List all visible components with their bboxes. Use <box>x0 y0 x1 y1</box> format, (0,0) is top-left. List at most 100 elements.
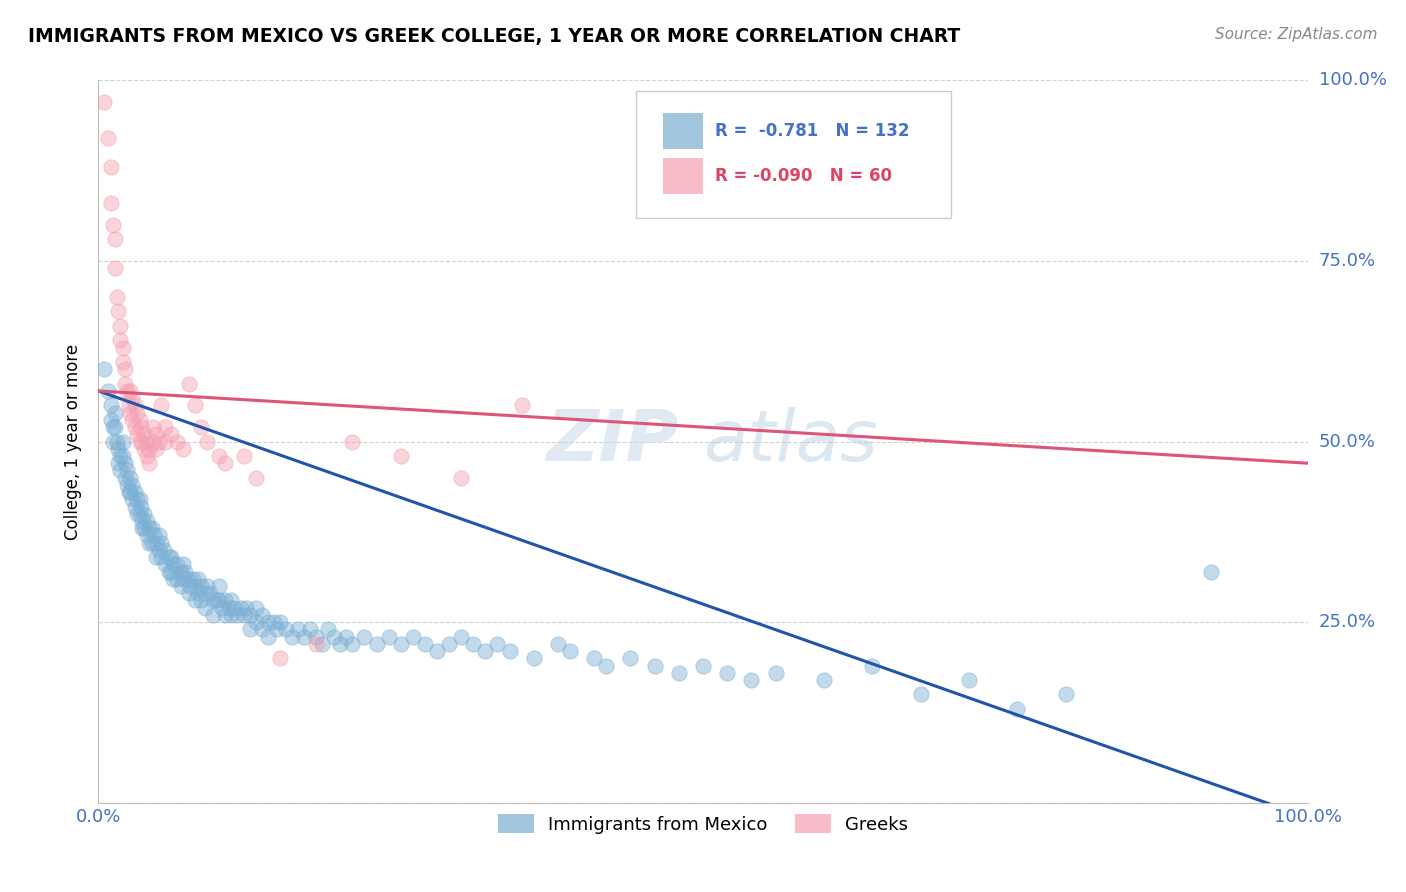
Point <box>108 318 131 333</box>
Point <box>111 341 134 355</box>
Point <box>134 442 156 456</box>
Point <box>498 644 520 658</box>
Point <box>402 630 425 644</box>
Point <box>148 528 170 542</box>
Point <box>145 427 167 442</box>
Point <box>463 637 485 651</box>
Point <box>316 623 339 637</box>
Point <box>194 586 217 600</box>
Point <box>124 398 146 412</box>
Point <box>174 565 197 579</box>
Point <box>287 623 309 637</box>
Point <box>205 593 228 607</box>
Point <box>104 420 127 434</box>
Point <box>1054 687 1077 701</box>
Point <box>250 623 273 637</box>
Point <box>107 442 129 456</box>
Point <box>107 456 129 470</box>
Point <box>127 507 149 521</box>
Point <box>93 95 115 109</box>
Point <box>765 665 787 680</box>
Point <box>172 558 194 572</box>
Point <box>153 434 176 449</box>
Point <box>135 434 157 449</box>
Point <box>860 658 883 673</box>
Point <box>190 420 212 434</box>
Point <box>250 607 273 622</box>
Point <box>486 637 509 651</box>
Point <box>128 413 150 427</box>
Text: 100.0%: 100.0% <box>1319 71 1386 89</box>
Point <box>105 290 128 304</box>
Point <box>329 637 352 651</box>
Point <box>229 600 252 615</box>
Text: R = -0.090   N = 60: R = -0.090 N = 60 <box>716 168 891 186</box>
Point <box>184 398 207 412</box>
Point <box>245 470 267 484</box>
Point <box>187 572 209 586</box>
Point <box>437 637 460 651</box>
Point <box>100 413 122 427</box>
Point <box>114 470 136 484</box>
Point <box>269 615 291 630</box>
Point <box>166 558 188 572</box>
Point <box>108 463 131 477</box>
Point <box>583 651 606 665</box>
Point <box>107 304 129 318</box>
Point <box>97 384 120 398</box>
Point <box>100 196 122 211</box>
Point <box>232 449 254 463</box>
Point <box>134 521 156 535</box>
Point <box>221 607 243 622</box>
Point <box>184 593 207 607</box>
Point <box>118 485 141 500</box>
Point <box>208 579 231 593</box>
Point <box>245 600 267 615</box>
Point <box>117 384 139 398</box>
Point <box>105 434 128 449</box>
Point <box>148 434 170 449</box>
Point <box>141 521 163 535</box>
Point <box>232 607 254 622</box>
Point <box>145 535 167 549</box>
Point <box>157 550 180 565</box>
Point <box>104 406 127 420</box>
Point <box>114 376 136 391</box>
Point <box>172 572 194 586</box>
Point <box>245 615 267 630</box>
Point <box>179 579 201 593</box>
Point <box>93 362 115 376</box>
Point <box>143 528 166 542</box>
Point <box>104 261 127 276</box>
Point <box>202 593 225 607</box>
Y-axis label: College, 1 year or more: College, 1 year or more <box>65 343 83 540</box>
Point <box>157 565 180 579</box>
Point <box>172 442 194 456</box>
Point <box>211 600 233 615</box>
Point <box>108 449 131 463</box>
Point <box>377 630 399 644</box>
Point <box>413 637 436 651</box>
Point <box>138 456 160 470</box>
Point <box>138 442 160 456</box>
Point <box>145 550 167 565</box>
Text: R =  -0.781   N = 132: R = -0.781 N = 132 <box>716 122 910 140</box>
Point <box>101 218 124 232</box>
Point <box>208 449 231 463</box>
Point <box>740 673 762 687</box>
Point <box>299 623 322 637</box>
Point <box>195 579 218 593</box>
Point <box>305 637 328 651</box>
Point <box>100 398 122 412</box>
Point <box>644 658 666 673</box>
Point <box>108 334 131 348</box>
Point <box>142 434 165 449</box>
Point <box>118 398 141 412</box>
Point <box>269 651 291 665</box>
Text: IMMIGRANTS FROM MEXICO VS GREEK COLLEGE, 1 YEAR OR MORE CORRELATION CHART: IMMIGRANTS FROM MEXICO VS GREEK COLLEGE,… <box>28 27 960 45</box>
Point <box>239 607 262 622</box>
Point <box>111 449 134 463</box>
Point <box>194 600 217 615</box>
Point <box>335 630 357 644</box>
Point <box>226 607 249 622</box>
